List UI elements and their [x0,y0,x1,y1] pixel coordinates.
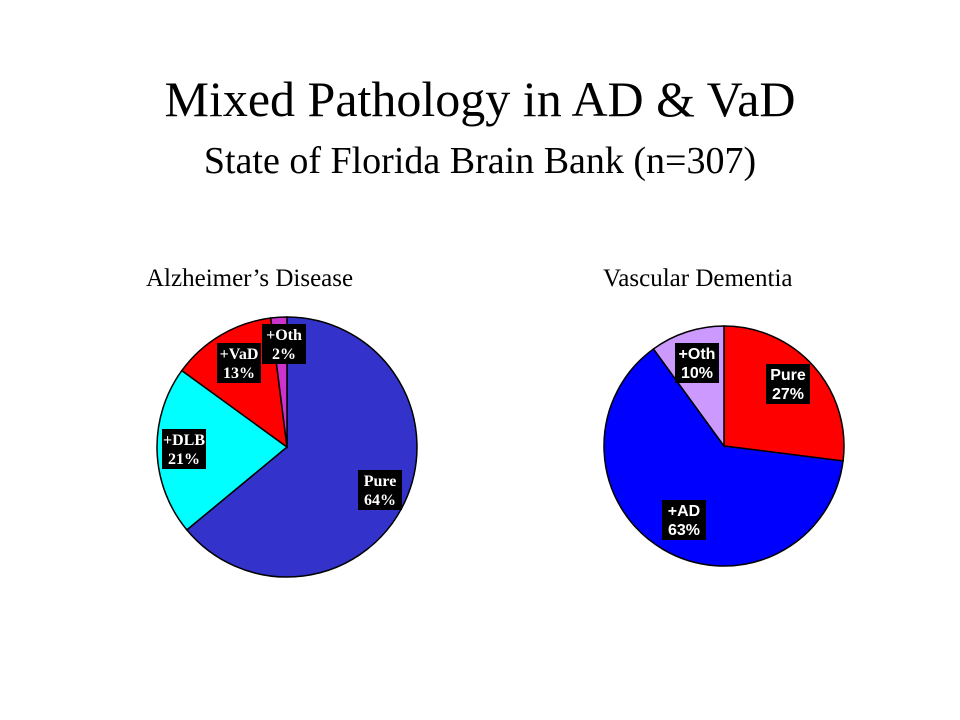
vad-label-name: +AD [668,503,700,520]
ad-label-box [217,343,261,383]
ad-label-value: 21% [168,451,200,468]
ad-label-value: 64% [364,492,396,509]
ad-label-box [262,324,306,364]
vad-label-value: 63% [668,522,700,539]
ad-chart-title: Alzheimer’s Disease [146,265,354,292]
page-subtitle: State of Florida Brain Bank (n=307) [203,140,757,182]
vad-label-value: 10% [681,365,713,382]
vad-label-oth: +Oth 10% [675,343,719,383]
ad-slice-dlb [156,369,289,531]
ad-label-vad: +VaD 13% [217,343,261,383]
vad-label-box [662,500,706,540]
vad-chart-title: Vascular Dementia [603,265,793,292]
ad-label-oth: +Oth 2% [262,324,306,364]
vad-label-value: 27% [772,386,804,403]
ad-label-value: 2% [272,346,296,363]
ad-label-name: +DLB [163,432,205,449]
vad-label-box [675,343,719,383]
ad-label-name: +VaD [220,346,259,363]
vad-label-box [766,364,810,404]
vad-label-name: +Oth [679,346,716,363]
ad-label-box [162,429,206,469]
vad-label-pure: Pure 27% [766,364,810,404]
page-title: Mixed Pathology in AD & VaD [164,71,796,127]
ad-label-box [358,470,402,510]
ad-label-pure: Pure 64% [358,470,402,510]
vad-label-name: Pure [770,367,806,384]
ad-label-value: 13% [223,365,255,382]
ad-label-name: Pure [364,473,397,490]
ad-slice-pure [185,316,418,578]
ad-label-name: +Oth [266,327,302,344]
vad-label-ad: +AD 63% [662,500,706,540]
ad-label-dlb: +DLB 21% [162,429,206,469]
